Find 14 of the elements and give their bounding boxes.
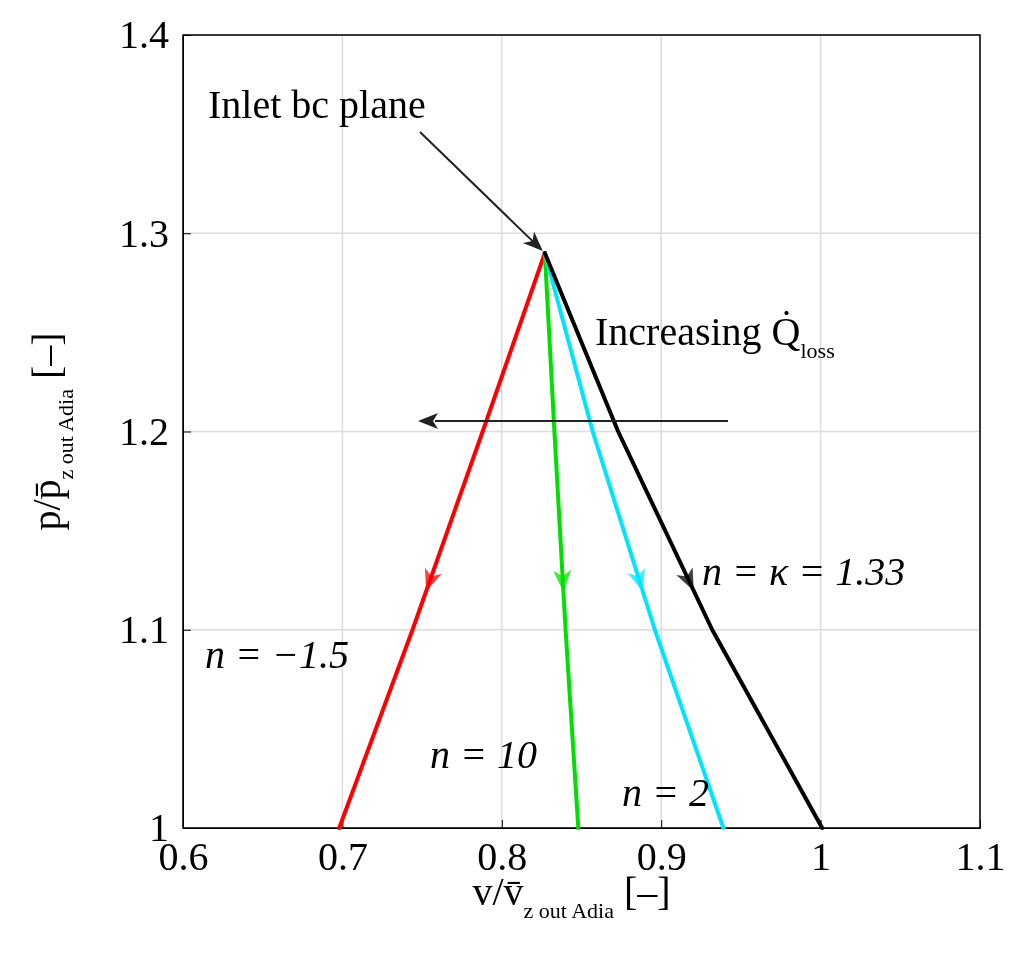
legend-label: n = κ = 1.33 bbox=[702, 549, 906, 594]
x-tick-label: 0.8 bbox=[477, 834, 528, 880]
series-label: n = −1.5 bbox=[205, 632, 349, 677]
series-label: n = 10 bbox=[430, 732, 537, 777]
annotation: Increasing Q̇$_{loss}$ bbox=[595, 309, 835, 363]
x-tick-label: 1.1 bbox=[955, 834, 1006, 880]
y-tick-label: 1.3 bbox=[119, 210, 169, 256]
annotation: Inlet bc plane bbox=[208, 82, 426, 127]
y-tick-label: 1.2 bbox=[119, 408, 169, 454]
y-tick-label: 1.1 bbox=[119, 607, 169, 653]
x-tick-label: 0.7 bbox=[317, 834, 368, 880]
x-tick-label: 1 bbox=[811, 834, 832, 880]
series-label: n = 2 bbox=[622, 770, 709, 815]
y-tick-label: 1.4 bbox=[119, 12, 169, 58]
